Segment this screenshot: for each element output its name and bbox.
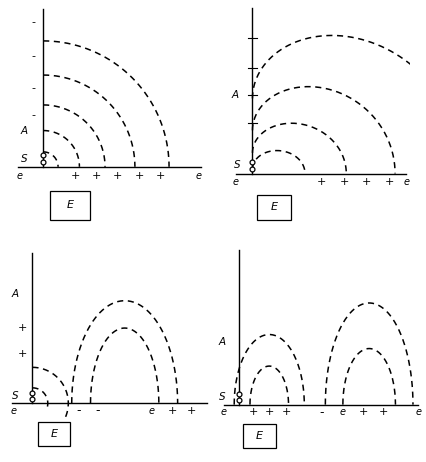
FancyBboxPatch shape [38, 422, 70, 445]
Text: +: + [317, 177, 327, 187]
Text: +: + [70, 171, 80, 181]
Text: E: E [271, 202, 278, 212]
Text: -: - [32, 51, 36, 61]
Text: S: S [234, 160, 241, 170]
Text: -: - [76, 404, 81, 417]
FancyBboxPatch shape [50, 191, 89, 220]
Text: +: + [168, 406, 177, 416]
Text: +: + [17, 349, 27, 359]
FancyBboxPatch shape [243, 424, 276, 448]
Text: +: + [362, 177, 371, 187]
Text: A: A [232, 90, 239, 100]
Text: +: + [156, 171, 165, 181]
Text: +: + [282, 407, 291, 417]
Text: e: e [340, 407, 346, 417]
Text: e: e [196, 171, 202, 181]
Text: +: + [340, 177, 349, 187]
Text: e: e [233, 177, 239, 187]
Text: +: + [378, 407, 388, 417]
Text: -: - [32, 110, 36, 121]
Text: +: + [92, 171, 101, 181]
Text: +: + [385, 177, 394, 187]
Text: -: - [32, 83, 36, 93]
Text: A: A [20, 126, 28, 135]
Text: +: + [113, 171, 123, 181]
Text: S: S [219, 392, 225, 402]
Text: e: e [11, 406, 17, 416]
Text: +: + [17, 323, 27, 333]
Text: A: A [12, 289, 19, 299]
Text: A: A [219, 336, 225, 346]
Text: e: e [17, 171, 23, 181]
Text: +: + [135, 171, 144, 181]
Text: e: e [403, 177, 409, 187]
Text: E: E [256, 431, 263, 441]
Text: -: - [32, 17, 36, 27]
Text: S: S [20, 154, 27, 164]
Text: e: e [149, 406, 155, 416]
Text: +: + [187, 406, 196, 416]
FancyBboxPatch shape [256, 195, 291, 220]
Text: -: - [320, 406, 324, 419]
Text: +: + [359, 407, 368, 417]
Text: e: e [415, 407, 421, 417]
Text: E: E [50, 429, 57, 439]
Text: E: E [66, 200, 73, 210]
Text: S: S [12, 391, 19, 401]
Text: -: - [95, 404, 100, 417]
Text: +: + [265, 407, 274, 417]
Text: +: + [249, 407, 258, 417]
Text: e: e [221, 407, 227, 417]
